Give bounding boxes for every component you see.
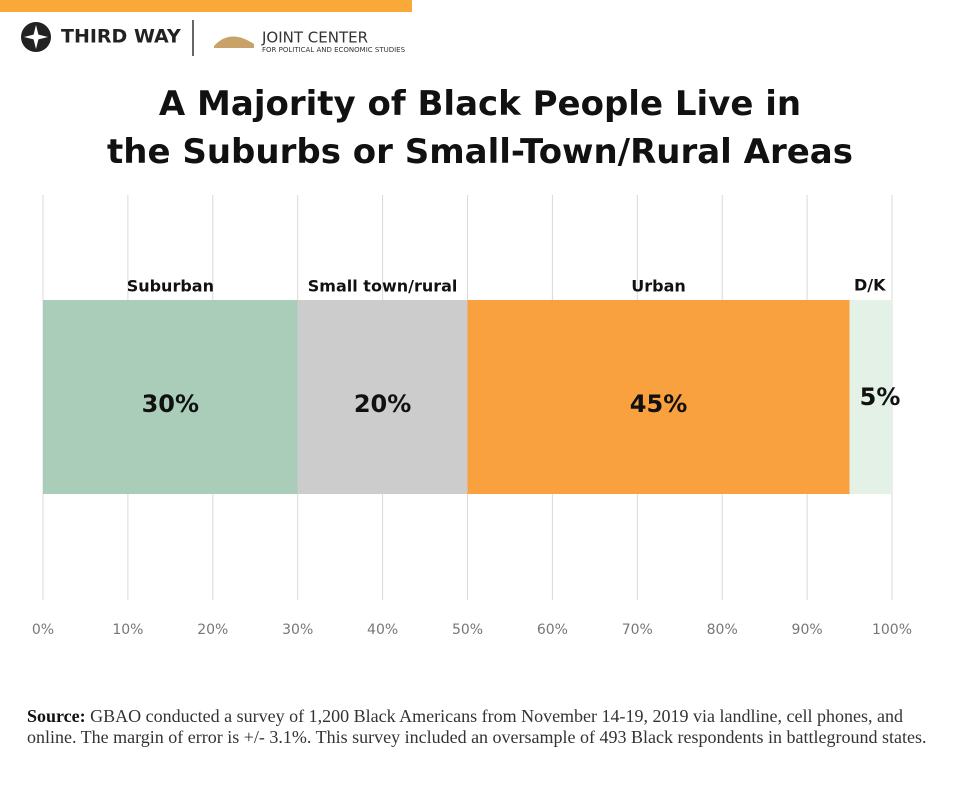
value-label: 45%	[630, 390, 687, 418]
x-tick-label: 0%	[32, 622, 54, 638]
x-tick-label: 30%	[282, 622, 313, 638]
legend-label: Suburban	[127, 277, 214, 296]
legend-label: D/K	[854, 276, 886, 295]
x-tick-label: 40%	[367, 622, 398, 638]
x-tick-label: 50%	[452, 622, 483, 638]
bar-segment	[849, 300, 892, 494]
bar-segment	[297, 300, 468, 494]
legend-label: Urban	[631, 277, 686, 296]
x-tick-label: 100%	[872, 622, 912, 638]
source-note: Source: GBAO conducted a survey of 1,200…	[27, 706, 942, 748]
value-label: 30%	[142, 390, 199, 418]
x-tick-label: 10%	[112, 622, 143, 638]
value-label: 5%	[860, 383, 901, 411]
bar-segment	[43, 300, 298, 494]
brand: THIRD WAY	[61, 26, 181, 48]
logo-third-way: THIRD WAY JOINT CENTER FOR POLITICAL AND…	[21, 20, 406, 56]
partner-sub: FOR POLITICAL AND ECONOMIC STUDIES	[262, 46, 406, 54]
value-label: 20%	[354, 390, 411, 418]
partner: JOINT CENTER	[261, 29, 368, 47]
source-label: Source:	[27, 706, 86, 726]
source-text: GBAO conducted a survey of 1,200 Black A…	[27, 706, 927, 747]
bar-segment	[467, 300, 850, 494]
x-tick-label: 70%	[622, 622, 653, 638]
legend-label: Small town/rural	[308, 277, 458, 296]
top-bar	[0, 0, 412, 12]
x-tick-label: 60%	[537, 622, 568, 638]
x-tick-label: 80%	[707, 622, 738, 638]
x-tick-label: 20%	[197, 622, 228, 638]
x-tick-label: 90%	[792, 622, 823, 638]
chart-title: A Majority of Black People Live in the S…	[107, 84, 853, 172]
